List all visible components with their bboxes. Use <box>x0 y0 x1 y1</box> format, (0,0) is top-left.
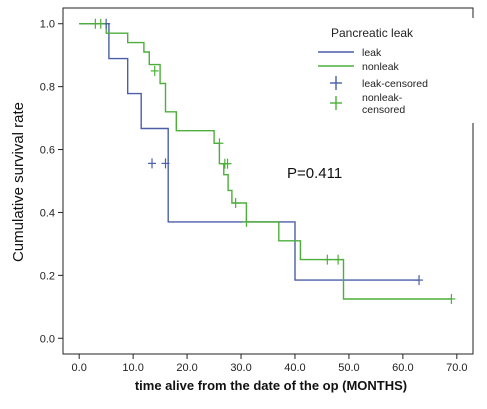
nonleak-censored-marker <box>231 198 240 209</box>
legend-item-leak: leak <box>318 47 382 59</box>
plot-frame <box>62 7 474 355</box>
nonleak-censored-marker <box>215 138 224 149</box>
nonleak-censored-marker <box>96 18 105 29</box>
legend-label-line: nonleak- <box>362 92 403 104</box>
x-tick-label: 0.0 <box>72 362 87 374</box>
legend-item-nonleak: nonleak <box>318 61 400 73</box>
legend-item-leak-censored: leak-censored <box>330 76 428 90</box>
chart-legend: Pancreatic leak leak nonleak leak-censored… <box>305 18 480 123</box>
x-tick-label: 70.0 <box>446 362 467 374</box>
leak-censored-marker <box>415 275 424 286</box>
series-line-leak <box>79 23 420 281</box>
nonleak-censored-marker <box>150 65 159 76</box>
y-axis-title: Cumulative survival rate <box>10 102 27 262</box>
leak-censored-marker <box>161 158 170 169</box>
legend-label: leak-censored <box>362 78 428 90</box>
legend-title: Pancreatic leak <box>331 26 414 40</box>
leak-censored-marker <box>148 158 157 169</box>
legend-label: nonleak <box>362 61 400 73</box>
y-tick-label: 0.8 <box>40 82 55 94</box>
x-tick-label: 30.0 <box>230 362 251 374</box>
x-tick-label: 60.0 <box>392 362 413 374</box>
nonleak-censored-marker <box>242 216 251 227</box>
y-tick-label: 0.0 <box>40 333 55 345</box>
x-tick-label: 20.0 <box>176 362 197 374</box>
p-value-annotation: P=0.411 <box>287 165 342 182</box>
y-tick-label: 0.6 <box>40 145 55 157</box>
y-tick-label: 0.2 <box>40 270 55 282</box>
x-tick-label: 50.0 <box>338 362 359 374</box>
legend-label-line: censored <box>362 104 405 116</box>
legend-label: nonleak-censored <box>362 92 405 116</box>
nonleak-censored-marker <box>447 293 456 304</box>
nonleak-censored-marker <box>323 254 332 265</box>
y-tick-label: 0.4 <box>40 207 55 219</box>
legend-box <box>305 18 480 123</box>
x-axis-title: time alive from the date of the op (MONT… <box>135 378 407 393</box>
nonleak-censored-marker <box>223 158 232 169</box>
x-tick-label: 10.0 <box>122 362 143 374</box>
y-tick-label: 1.0 <box>40 19 55 31</box>
x-tick-label: 40.0 <box>284 362 305 374</box>
legend-label: leak <box>362 47 382 59</box>
nonleak-censored-marker <box>334 254 343 265</box>
legend-item-nonleak-censored: nonleak-censored <box>330 92 405 116</box>
